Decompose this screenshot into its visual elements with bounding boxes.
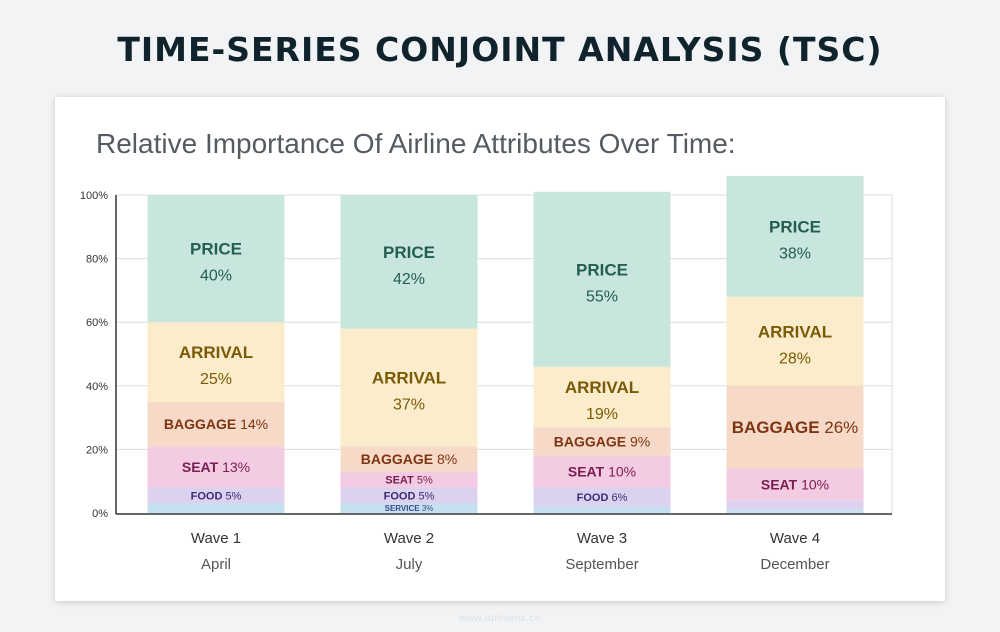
segment-label-arrival: ARRIVAL [758, 322, 832, 341]
bar-segment-arrival [726, 296, 864, 386]
bar-segment-food [533, 487, 671, 507]
bar-segment-baggage [726, 385, 864, 469]
x-category-sublabel: July [396, 556, 423, 573]
segment-value-price: 38% [779, 245, 811, 262]
bar-segment-seat [147, 446, 285, 488]
bar-segment-food [147, 487, 285, 504]
bar-segment-arrival [147, 322, 285, 402]
segment-value-arrival: 25% [200, 371, 232, 388]
bar-segment-service [340, 503, 478, 513]
bar-segment-food [726, 500, 864, 510]
y-tick-label: 80% [86, 254, 108, 266]
segment-label-price: PRICE [383, 243, 435, 262]
segment-label-baggage: BAGGAGE 14% [164, 416, 268, 432]
segment-label-arrival: ARRIVAL [565, 378, 639, 397]
segment-label-baggage: BAGGAGE 26% [732, 418, 859, 437]
bar-segment-price [726, 175, 864, 297]
bar-segment-service [726, 509, 864, 513]
x-category-label: Wave 1 [191, 530, 241, 547]
x-category-sublabel: April [201, 556, 231, 573]
y-tick-label: 40% [86, 381, 108, 393]
segment-label-price: PRICE [576, 260, 628, 279]
x-category-label: Wave 4 [770, 530, 820, 547]
segment-label-price: PRICE [769, 217, 821, 236]
footer-url: www.opinionx.co [459, 613, 541, 624]
x-category-label: Wave 2 [384, 530, 434, 547]
bar-segment-price [533, 191, 671, 367]
segment-value-arrival: 28% [779, 350, 811, 367]
bar-segment-baggage [340, 446, 478, 472]
bar-segment-service [147, 503, 285, 513]
segment-label-price: PRICE [190, 240, 242, 259]
y-tick-label: 0% [92, 508, 108, 520]
bar-segment-arrival [533, 366, 671, 428]
segment-label-baggage: BAGGAGE 8% [361, 451, 457, 467]
bar-segment-food [340, 487, 478, 504]
segment-value-price: 40% [200, 268, 232, 285]
bar-segment-seat [726, 468, 864, 501]
bar-segment-seat [533, 455, 671, 488]
segment-value-price: 55% [586, 288, 618, 305]
segment-label-seat: SEAT 10% [761, 476, 829, 492]
bar-segment-service [533, 506, 671, 513]
segment-label-arrival: ARRIVAL [179, 343, 253, 362]
y-tick-label: 60% [86, 317, 108, 329]
y-tick-label: 100% [80, 190, 108, 202]
chart-title: Relative Importance Of Airline Attribute… [96, 128, 736, 159]
segment-label-arrival: ARRIVAL [372, 368, 446, 387]
page-title: TIME-SERIES CONJOINT ANALYSIS (TSC) [117, 30, 883, 69]
segment-label-service: SERVICE 3% [385, 504, 434, 513]
segment-value-arrival: 37% [393, 396, 425, 413]
x-category-sublabel: September [565, 556, 638, 573]
segment-label-baggage: BAGGAGE 9% [554, 433, 650, 449]
segment-label-food: FOOD 5% [384, 490, 435, 502]
x-category-sublabel: December [760, 556, 829, 573]
segment-label-food: FOOD 5% [191, 490, 242, 502]
bar-segment-seat [340, 471, 478, 488]
segment-label-seat: SEAT 10% [568, 464, 636, 480]
y-tick-label: 20% [86, 444, 108, 456]
bar-segment-baggage [147, 401, 285, 447]
x-category-label: Wave 3 [577, 530, 627, 547]
segment-value-arrival: 19% [586, 406, 618, 423]
segment-label-food: FOOD 6% [577, 492, 628, 504]
bar-segment-baggage [533, 427, 671, 456]
bar-segment-arrival [340, 328, 478, 447]
bar-segment-price [340, 195, 478, 329]
segment-label-seat: SEAT 13% [182, 459, 250, 475]
segment-value-price: 42% [393, 271, 425, 288]
bar-segment-price [147, 195, 285, 323]
segment-label-seat: SEAT 5% [385, 474, 433, 486]
